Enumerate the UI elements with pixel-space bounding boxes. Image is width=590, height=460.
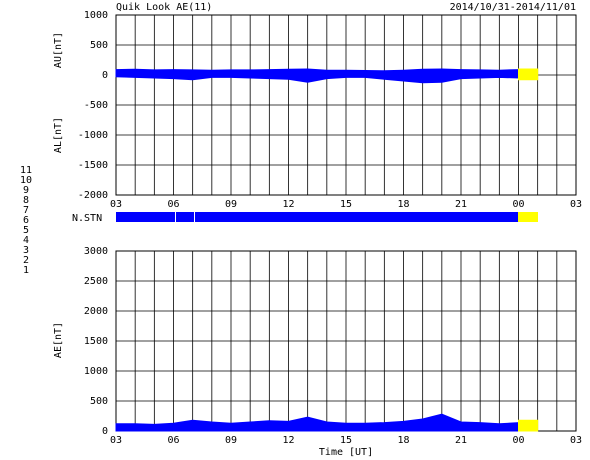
x-tick-label: 12 bbox=[282, 199, 294, 210]
x-tick-label: 03 bbox=[570, 199, 582, 210]
station-number: 4 bbox=[23, 235, 29, 246]
station-number: 1 bbox=[23, 265, 29, 276]
x-tick-label: 21 bbox=[455, 435, 467, 446]
x-tick-label: 00 bbox=[512, 199, 524, 210]
x-tick-label: 15 bbox=[340, 435, 352, 446]
station-number: 3 bbox=[23, 245, 29, 256]
x-tick-label: 18 bbox=[397, 199, 409, 210]
station-number: 8 bbox=[23, 195, 29, 206]
station-number: 11 bbox=[20, 165, 32, 176]
area bbox=[115, 68, 519, 76]
station-number: 6 bbox=[23, 215, 29, 226]
y-tick-label: -1000 bbox=[78, 130, 108, 141]
y-tick-label: 1000 bbox=[84, 366, 108, 377]
x-axis-label: Time [UT] bbox=[319, 447, 373, 458]
y-axis-label: AL[nT] bbox=[53, 117, 64, 153]
y-tick-label: 500 bbox=[90, 40, 108, 51]
y-tick-label: 0 bbox=[102, 70, 108, 81]
y-tick-label: 0 bbox=[102, 426, 108, 437]
station-number: 10 bbox=[20, 175, 32, 186]
y-tick-label: -2000 bbox=[78, 190, 108, 201]
chart-title: Quik Look AE(11) bbox=[116, 2, 212, 13]
x-tick-label: 15 bbox=[340, 199, 352, 210]
area bbox=[115, 74, 519, 84]
x-tick-label: 09 bbox=[225, 435, 237, 446]
area bbox=[518, 74, 539, 81]
area bbox=[518, 68, 539, 76]
x-tick-label: 21 bbox=[455, 199, 467, 210]
station-number: 2 bbox=[23, 255, 29, 266]
y-axis-label: AE[nT] bbox=[53, 322, 64, 358]
x-tick-label: 00 bbox=[512, 435, 524, 446]
y-tick-label: 2500 bbox=[84, 276, 108, 287]
x-tick-label: 09 bbox=[225, 199, 237, 210]
x-tick-label: 06 bbox=[167, 435, 179, 446]
area bbox=[115, 413, 519, 432]
chart-subtitle: 2014/10/31-2014/11/01 bbox=[450, 2, 576, 13]
station-bar bbox=[518, 212, 538, 222]
area bbox=[518, 419, 539, 432]
y-tick-label: 3000 bbox=[84, 246, 108, 257]
y-axis-label: AU[nT] bbox=[53, 32, 64, 68]
x-tick-label: 03 bbox=[110, 435, 122, 446]
x-tick-label: 03 bbox=[570, 435, 582, 446]
x-tick-label: 12 bbox=[282, 435, 294, 446]
x-tick-label: 06 bbox=[167, 199, 179, 210]
station-bar bbox=[116, 212, 518, 222]
y-tick-label: -1500 bbox=[78, 160, 108, 171]
y-tick-label: 1500 bbox=[84, 336, 108, 347]
y-tick-label: -500 bbox=[84, 100, 108, 111]
station-bar-label: N.STN bbox=[72, 213, 102, 224]
x-tick-label: 03 bbox=[110, 199, 122, 210]
station-number: 7 bbox=[23, 205, 29, 216]
station-number: 9 bbox=[23, 185, 29, 196]
station-number: 5 bbox=[23, 225, 29, 236]
x-tick-label: 18 bbox=[397, 435, 409, 446]
y-tick-label: 2000 bbox=[84, 306, 108, 317]
y-tick-label: 500 bbox=[90, 396, 108, 407]
y-tick-label: 1000 bbox=[84, 10, 108, 21]
